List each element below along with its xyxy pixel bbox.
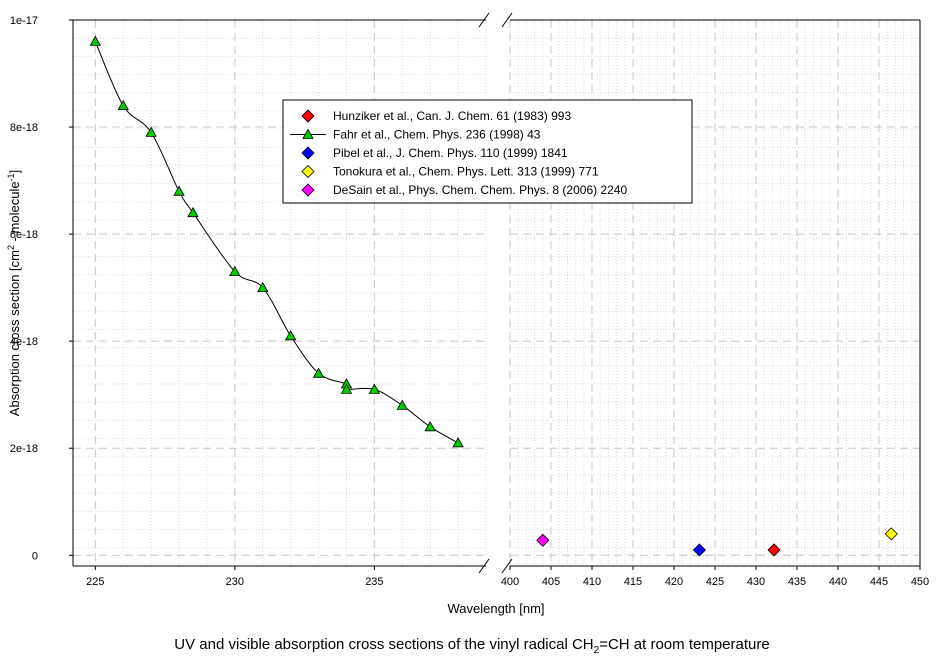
y-axis-label-mid: - molecule: [7, 181, 22, 245]
data-point: [368, 383, 381, 394]
legend-label: Pibel et al., J. Chem. Phys. 110 (1999) …: [333, 146, 568, 160]
legend-label: Hunziker et al., Can. J. Chem. 61 (1983)…: [333, 109, 571, 123]
legend-marker: [301, 146, 315, 160]
data-point: [145, 126, 157, 137]
x-tick-label: 425: [706, 576, 724, 588]
data-point: [767, 543, 781, 557]
legend-entry: DeSain et al., Phys. Chem. Chem. Phys. 8…: [301, 183, 627, 197]
x-tick-label: 450: [911, 576, 929, 588]
data-point: [692, 543, 706, 557]
legend-marker: [301, 109, 315, 123]
data-point: [452, 437, 464, 448]
x-tick-label: 435: [788, 576, 806, 588]
y-axis-label: Absorption cross section [cm2 - molecule…: [6, 170, 22, 416]
x-tick-label: 445: [870, 576, 888, 588]
legend-marker: [301, 183, 315, 197]
x-tick-label: 440: [829, 576, 847, 588]
caption-text-end: =CH at room temperature: [599, 636, 770, 653]
x-tick-label: 430: [747, 576, 765, 588]
x-tick-label: 225: [86, 576, 104, 588]
series-3: [884, 527, 898, 541]
axis-break-mark: [478, 558, 490, 574]
legend-marker: [302, 128, 314, 139]
series-0: [767, 543, 781, 557]
y-tick-label: 0: [32, 550, 38, 562]
data-point: [424, 420, 436, 432]
data-point: [229, 265, 241, 276]
legend-entry: Pibel et al., J. Chem. Phys. 110 (1999) …: [301, 146, 568, 160]
caption-subscript: 2: [593, 645, 600, 656]
series-line: [94, 41, 459, 444]
y-tick-label: 8e-18: [10, 122, 38, 134]
data-point: [536, 533, 550, 547]
axes: [69, 12, 921, 574]
legend-entry: Fahr et al., Chem. Phys. 236 (1998) 43: [290, 128, 541, 142]
y-tick-label: 4e-18: [10, 336, 38, 348]
x-tick-label: 420: [665, 576, 683, 588]
x-tick-label: 235: [365, 576, 383, 588]
axis-break-mark: [501, 558, 513, 574]
data-point: [340, 383, 353, 394]
x-tick-label: 415: [624, 576, 642, 588]
legend-label: Fahr et al., Chem. Phys. 236 (1998) 43: [333, 128, 541, 142]
series-2: [692, 543, 706, 557]
legend: Hunziker et al., Can. J. Chem. 61 (1983)…: [282, 99, 693, 204]
data-point: [187, 206, 199, 218]
tick-labels: 0 2e-18 4e-18 6e-18 8e-18 1e-17 225 230 235 400 40…: [10, 15, 929, 588]
data-point: [257, 281, 269, 293]
legend-label: DeSain et al., Phys. Chem. Chem. Phys. 8…: [333, 183, 627, 197]
figure-caption: UV and visible absorption cross sections…: [0, 636, 944, 656]
x-tick-label: 410: [583, 576, 601, 588]
legend-entry: Hunziker et al., Can. J. Chem. 61 (1983)…: [301, 109, 571, 123]
data-point: [89, 35, 102, 46]
x-tick-label: 400: [501, 576, 519, 588]
data-point: [173, 185, 185, 196]
data-point: [312, 367, 325, 378]
legend-marker: [301, 164, 315, 179]
data-point: [117, 99, 129, 111]
x-axis-label: Wavelength [nm]: [447, 601, 544, 616]
legend-label: Tonokura et al., Chem. Phys. Lett. 313 (…: [333, 165, 599, 179]
series-layer: [89, 35, 898, 557]
data-point: [284, 329, 297, 341]
y-axis-label-sup1: 2: [6, 245, 16, 250]
y-axis-label-sup2: -1: [6, 173, 16, 181]
axis-break-mark: [501, 12, 513, 28]
y-tick-label: 6e-18: [10, 229, 38, 241]
series-4: [536, 533, 550, 547]
axis-break-mark: [478, 12, 490, 28]
data-point: [884, 527, 898, 541]
data-point: [396, 399, 408, 410]
y-axis-label-end: ]: [7, 170, 22, 174]
caption-text: UV and visible absorption cross sections…: [174, 636, 594, 653]
legend-box: [282, 99, 693, 204]
y-axis-label-main: Absorption cross section [cm: [7, 250, 22, 416]
y-tick-label: 1e-17: [10, 15, 38, 27]
x-tick-label: 230: [226, 576, 244, 588]
legend-entry: Tonokura et al., Chem. Phys. Lett. 313 (…: [301, 164, 599, 179]
y-tick-label: 2e-18: [10, 443, 38, 455]
series-1: [89, 35, 464, 448]
x-tick-label: 405: [542, 576, 560, 588]
